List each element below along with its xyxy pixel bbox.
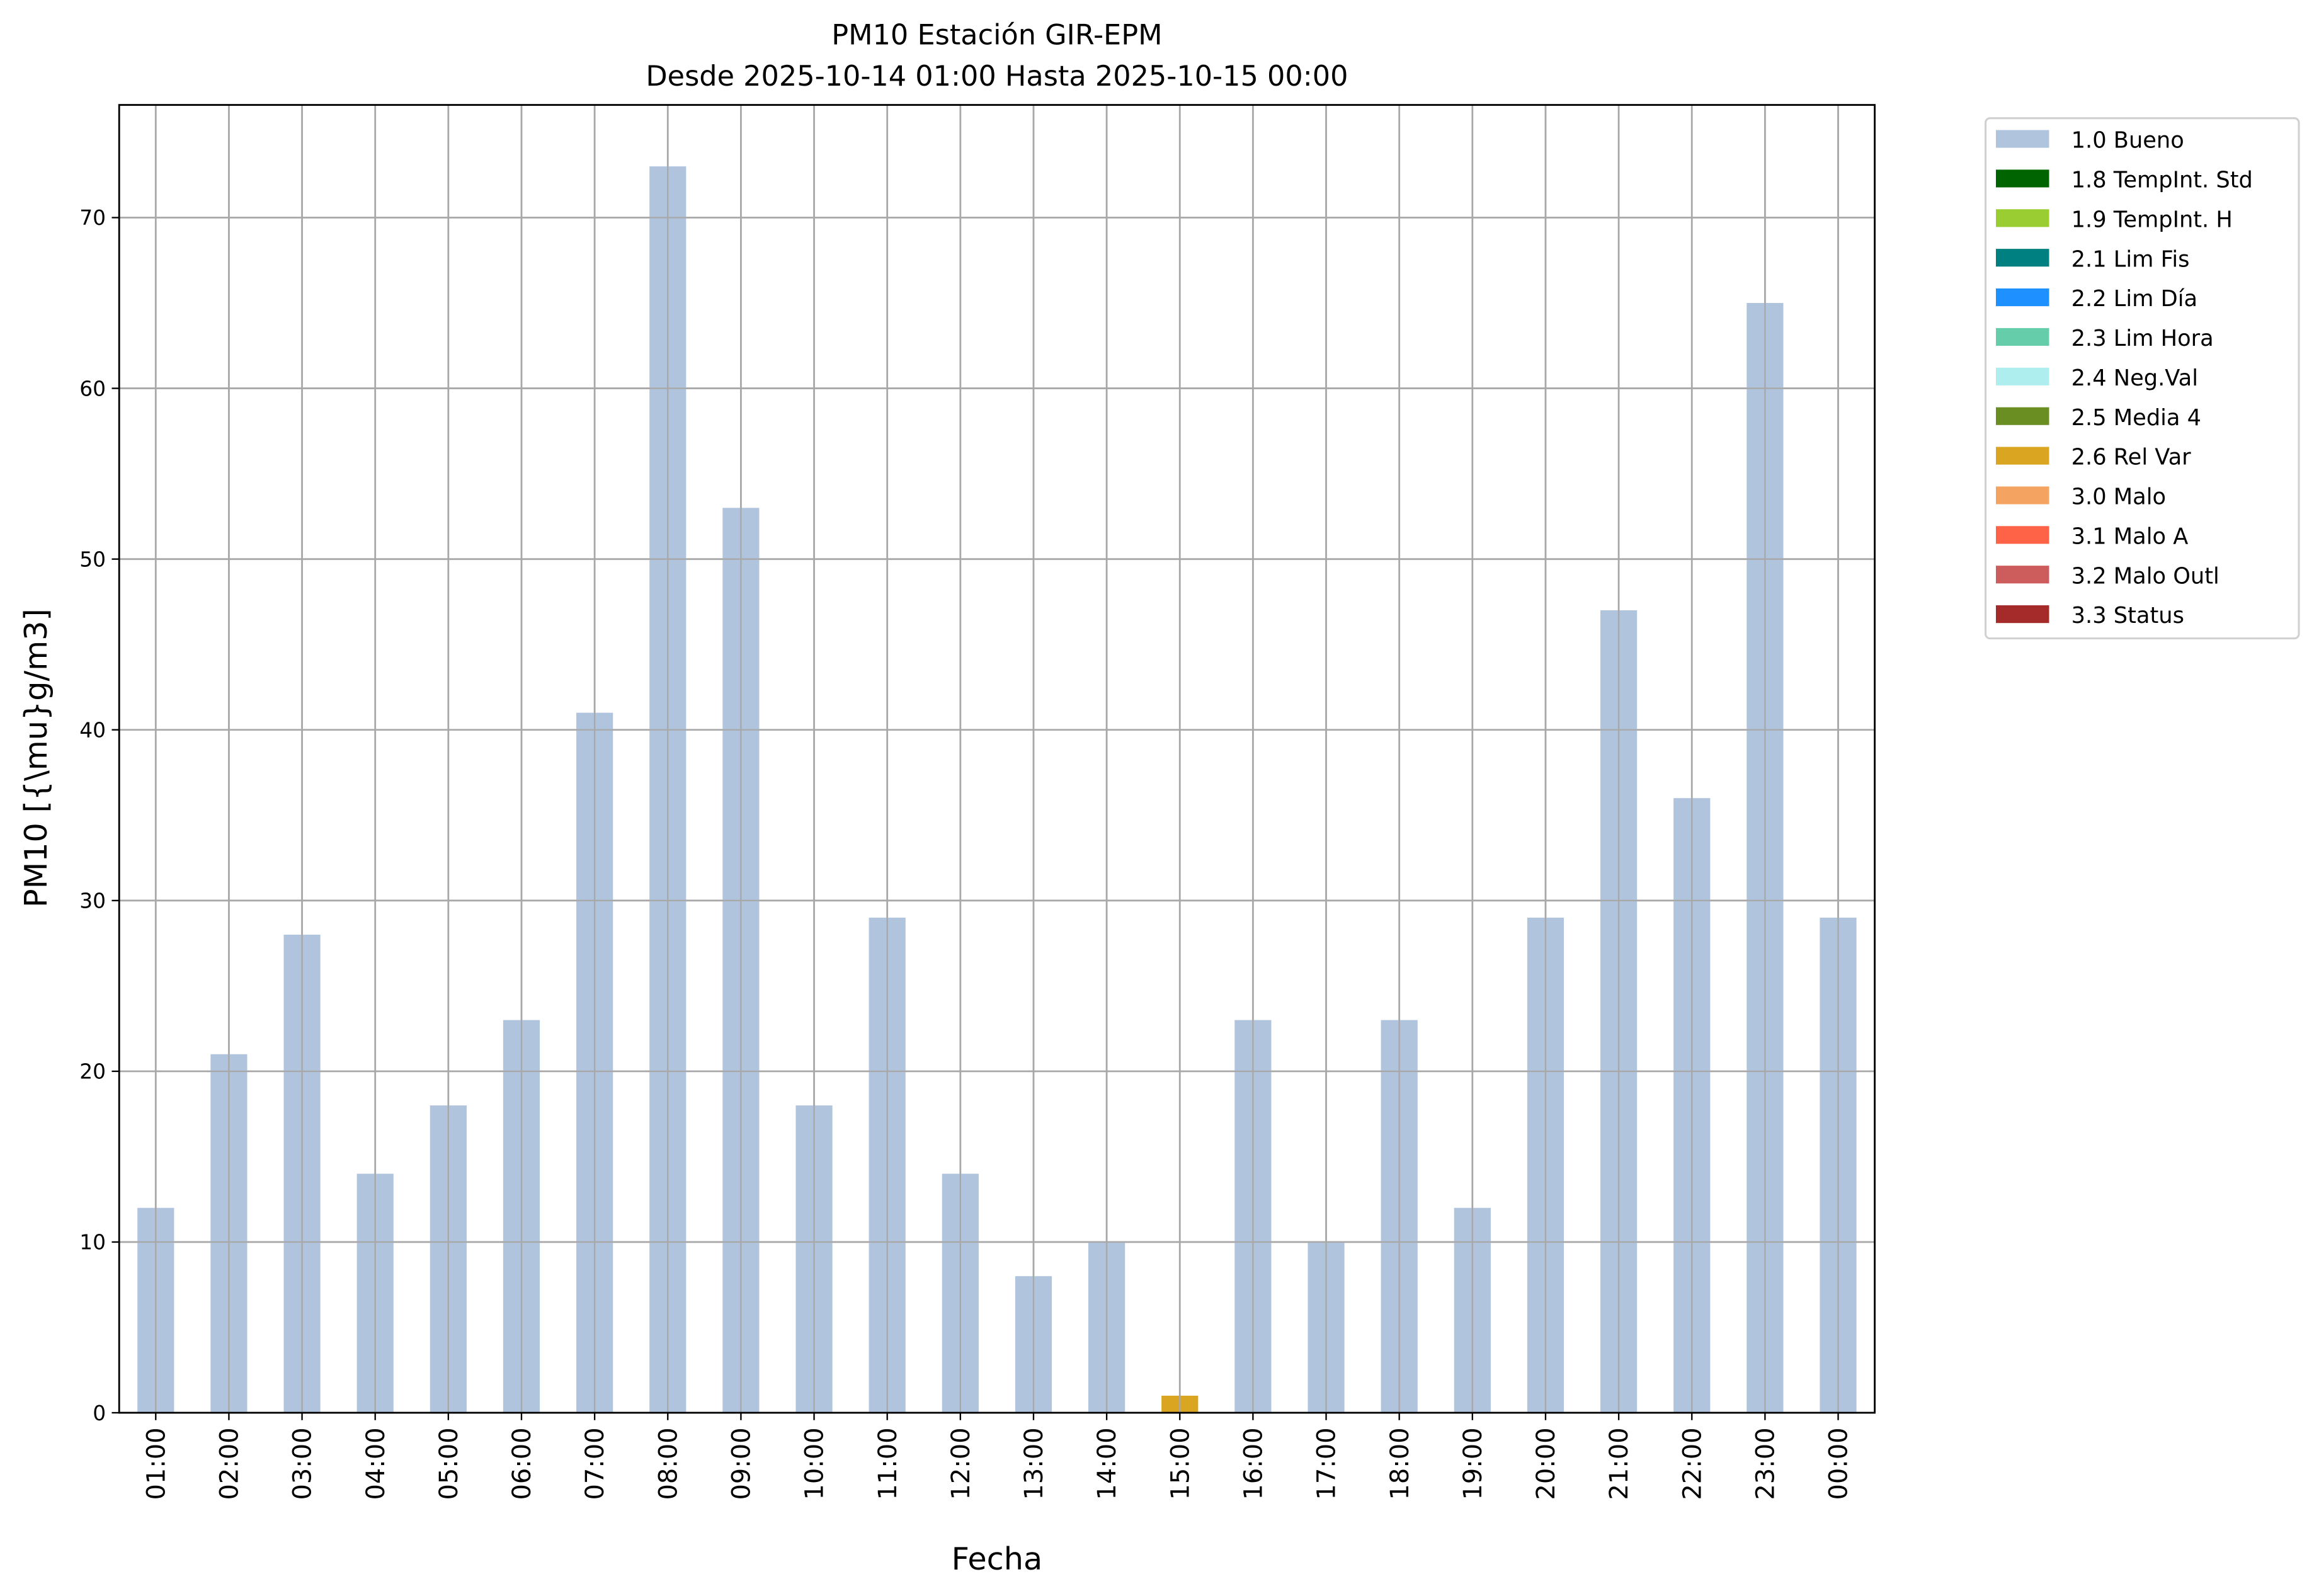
- legend-label: 3.2 Malo Outl: [2071, 563, 2219, 589]
- legend-label: 3.3 Status: [2071, 603, 2184, 629]
- y-tick-label: 10: [79, 1231, 106, 1255]
- x-tick-label: 04:00: [362, 1428, 390, 1500]
- x-tick-label: 13:00: [1020, 1428, 1049, 1500]
- legend-swatch: [1996, 130, 2049, 148]
- x-tick-label: 15:00: [1166, 1428, 1195, 1500]
- x-tick-label: 17:00: [1313, 1428, 1342, 1500]
- legend-swatch: [1996, 486, 2049, 504]
- y-axis: 0 10 20 30 40 50 60 70: [79, 206, 120, 1425]
- x-tick-label: 03:00: [288, 1428, 317, 1500]
- legend-label: 1.9 TempInt. H: [2071, 207, 2233, 232]
- x-tick-label: 16:00: [1239, 1428, 1268, 1500]
- legend-label: 3.1 Malo A: [2071, 523, 2189, 549]
- legend-swatch: [1996, 209, 2049, 227]
- x-tick-label: 02:00: [215, 1428, 244, 1500]
- legend-swatch: [1996, 605, 2049, 624]
- legend-label: 2.4 Neg.Val: [2071, 365, 2198, 391]
- x-tick-label: 18:00: [1386, 1428, 1415, 1500]
- y-tick-label: 30: [79, 889, 106, 913]
- legend-label: 2.1 Lim Fis: [2071, 246, 2190, 272]
- y-tick-label: 50: [79, 547, 106, 571]
- legend-swatch: [1996, 169, 2049, 188]
- legend-swatch: [1996, 526, 2049, 544]
- x-tick-label: 06:00: [508, 1428, 537, 1500]
- x-tick-label: 10:00: [801, 1428, 829, 1500]
- x-tick-label: 21:00: [1605, 1428, 1634, 1500]
- legend-swatch: [1996, 407, 2049, 425]
- plot-frame: [118, 104, 1876, 1414]
- y-tick-label: 40: [79, 718, 106, 742]
- x-tick-label: 19:00: [1459, 1428, 1488, 1500]
- legend-label: 2.3 Lim Hora: [2071, 326, 2214, 351]
- x-tick-label: 20:00: [1532, 1428, 1561, 1500]
- chart-title: PM10 Estación GIR-EPM: [831, 18, 1162, 51]
- legend-swatch: [1996, 328, 2049, 346]
- x-tick-label: 22:00: [1678, 1428, 1707, 1500]
- legend-label: 3.0 Malo: [2071, 484, 2166, 510]
- legend-label: 2.5 Media 4: [2071, 405, 2201, 431]
- legend-label: 1.8 TempInt. Std: [2071, 168, 2253, 193]
- x-axis-label: Fecha: [952, 1541, 1042, 1577]
- x-tick-label: 07:00: [581, 1428, 610, 1500]
- y-tick-label: 20: [79, 1060, 106, 1084]
- x-tick-label: 11:00: [874, 1428, 903, 1500]
- legend-swatch: [1996, 447, 2049, 465]
- x-tick-label: 23:00: [1751, 1428, 1780, 1500]
- legend-label: 2.2 Lim Día: [2071, 286, 2197, 312]
- x-tick-label: 12:00: [947, 1428, 976, 1500]
- legend-swatch: [1996, 249, 2049, 267]
- x-tick-label: 00:00: [1825, 1428, 1854, 1500]
- y-tick-label: 70: [79, 206, 106, 230]
- legend-label: 2.6 Rel Var: [2071, 445, 2192, 470]
- x-tick-label: 08:00: [654, 1428, 683, 1500]
- x-axis: 01:00 02:00 03:00 04:00 05:00 06:00 07:00 08:00…: [142, 1413, 1854, 1500]
- legend-swatch: [1996, 566, 2049, 584]
- y-tick-label: 60: [79, 377, 106, 401]
- x-tick-label: 01:00: [142, 1428, 171, 1500]
- chart-subtitle: Desde 2025-10-14 01:00 Hasta 2025-10-15 …: [646, 60, 1348, 93]
- legend-frame: [1985, 117, 2300, 640]
- legend-swatch: [1996, 367, 2049, 385]
- x-tick-label: 09:00: [727, 1428, 756, 1500]
- legend: 1.0 Bueno 1.8 TempInt. Std 1.9 TempInt. H 2…: [1985, 117, 2300, 640]
- x-tick-label: 05:00: [435, 1428, 464, 1500]
- bars: 01:00: 1202:00: 2103:00: 2804:00: 1405:0…: [119, 105, 1875, 1414]
- y-tick-label: 0: [93, 1401, 106, 1425]
- x-tick-label: 14:00: [1093, 1428, 1122, 1500]
- legend-label: 1.0 Bueno: [2071, 128, 2184, 154]
- legend-swatch: [1996, 288, 2049, 307]
- y-axis-label: PM10 [{\mu}g/m3]: [18, 608, 54, 908]
